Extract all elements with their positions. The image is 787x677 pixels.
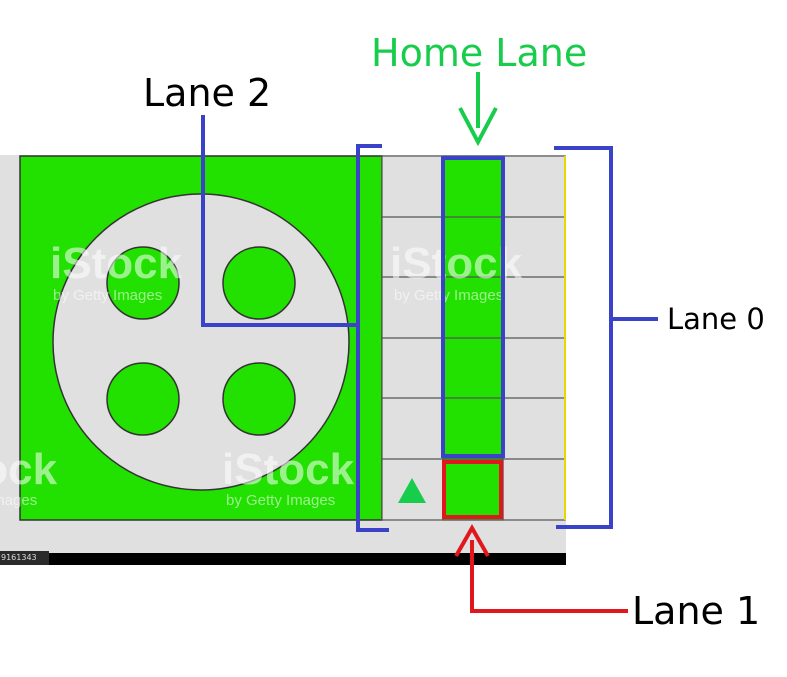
watermark-tagline: by Getty Images [226,492,335,509]
lane-2-label: Lane 2 [143,71,272,115]
lane-1-label: Lane 1 [632,589,761,633]
watermark-brand: iStock [0,445,58,494]
lane-0-label: Lane 0 [667,302,765,336]
lane-2-bracket [356,144,389,532]
home-lane-arrow-head [458,107,498,147]
token-spot-1 [106,246,180,320]
lane-1-arrow-head [454,523,490,557]
watermark-brand: iStock [50,239,183,288]
start-cell [442,458,504,521]
lane-2-pointer [201,115,358,327]
home-lane-cells [442,155,504,460]
track-grid [381,155,566,521]
lane-1-outline [442,460,503,519]
watermark-tagline: by Getty Images [53,287,162,304]
watermarks: iStock by Getty Images iStock by Getty I… [0,239,523,509]
start-arrow-triangle [398,478,426,503]
photo-bottom-bar [0,553,566,565]
lane-1-arrow-line [470,540,628,613]
watermark-tagline: by Getty Images [394,287,503,304]
watermark-brand: iStock [390,239,523,288]
watermark-tagline: by Getty Images [0,492,37,509]
token-spot-2 [222,246,296,320]
token-spot-4 [222,362,296,436]
lane-0-bracket [554,146,613,529]
home-lane-label: Home Lane [371,31,588,75]
watermark-brand: iStock [222,445,355,494]
token-spot-3 [106,362,180,436]
home-lane-outline [441,156,505,458]
photo-id-tag: 9161343 [0,551,49,565]
